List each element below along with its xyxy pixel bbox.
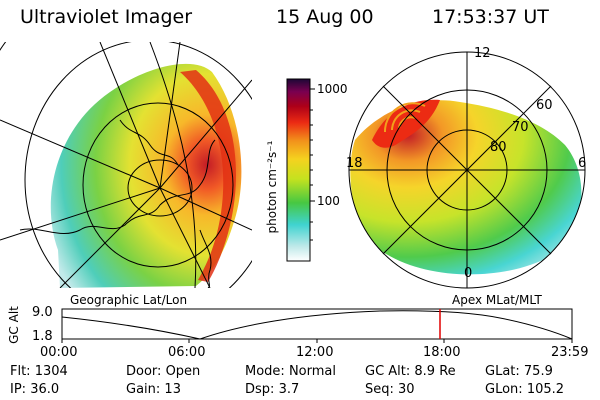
altitude-ylabel: GC Alt — [7, 306, 21, 344]
polar-grid — [348, 51, 586, 289]
mlt-label-12: 12 — [474, 46, 491, 61]
geographic-map — [0, 42, 252, 288]
mlt-label-6: 6 — [578, 156, 587, 171]
mlat-label-60: 60 — [536, 98, 553, 113]
geographic-caption: Geographic Lat/Lon — [70, 293, 188, 307]
lat-grid — [0, 42, 252, 288]
polar-map — [348, 51, 586, 289]
info-gain: Gain: 13 — [126, 382, 181, 397]
coastline — [19, 119, 216, 288]
altitude-plot — [61, 308, 573, 343]
mlat-label-70: 70 — [512, 120, 529, 135]
mlat-label-80: 80 — [490, 140, 507, 155]
colorbar-tick-1000: 1000 — [317, 82, 348, 96]
time-tick-1200: 12:00 — [296, 345, 334, 360]
time-tick-0000: 00:00 — [40, 345, 78, 360]
colorbar-tick-100: 100 — [317, 194, 340, 208]
time-tick-2359: 23:59 — [551, 345, 589, 360]
info-glon: GLon: 105.2 — [485, 382, 565, 397]
date-label: 15 Aug 00 — [276, 6, 374, 28]
apex-caption: Apex MLat/MLT — [452, 293, 542, 307]
altitude-ytick-1.8: 1.8 — [32, 329, 53, 344]
info-mode: Mode: Normal — [245, 364, 336, 379]
time-tick-0600: 06:00 — [168, 345, 206, 360]
hot-spot — [372, 99, 440, 148]
info-seq: Seq: 30 — [365, 382, 415, 397]
time-tick-1800: 18:00 — [423, 345, 461, 360]
auroral-image-left — [50, 63, 242, 288]
hot-spot-rings — [383, 102, 426, 133]
altitude-ytick-9: 9.0 — [32, 305, 53, 320]
altitude-curve — [61, 310, 573, 340]
lon-grid — [0, 42, 252, 288]
colorbar-unit-label: photon cm⁻²s⁻¹ — [265, 140, 279, 234]
mlt-label-18: 18 — [346, 156, 363, 171]
colorbar — [286, 78, 315, 262]
info-ip: IP: 36.0 — [10, 382, 60, 397]
mlt-label-0: 0 — [464, 266, 473, 281]
auroral-image-right — [350, 100, 582, 275]
info-flt: Flt: 1304 — [10, 364, 68, 379]
info-dsp: Dsp: 3.7 — [245, 382, 300, 397]
info-gc-alt: GC Alt: 8.9 Re — [365, 364, 456, 379]
info-glat: GLat: 75.9 — [485, 364, 553, 379]
instrument-title: Ultraviolet Imager — [20, 6, 193, 28]
info-door: Door: Open — [126, 364, 201, 379]
time-label: 17:53:37 UT — [432, 6, 549, 28]
